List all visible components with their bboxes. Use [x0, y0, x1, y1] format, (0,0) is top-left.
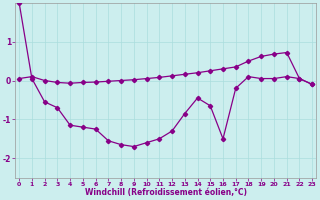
- X-axis label: Windchill (Refroidissement éolien,°C): Windchill (Refroidissement éolien,°C): [85, 188, 247, 197]
